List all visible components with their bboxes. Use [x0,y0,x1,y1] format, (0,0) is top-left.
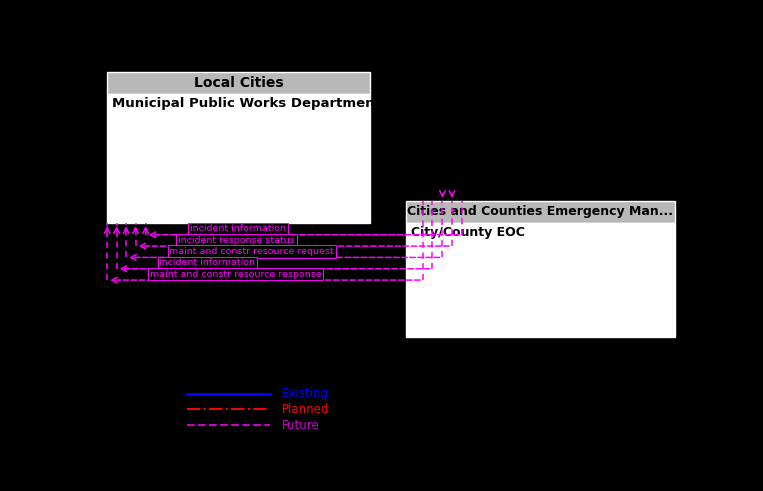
Text: Cities and Counties Emergency Man...: Cities and Counties Emergency Man... [407,205,673,218]
Text: incident information: incident information [159,258,256,267]
Text: incident information: incident information [190,224,286,233]
Bar [107,94,370,223]
Text: Local Cities: Local Cities [194,76,284,90]
Text: Municipal Public Works Department: Municipal Public Works Department [112,97,381,110]
Bar [406,201,675,222]
Text: Existing: Existing [282,387,329,400]
Bar [406,222,675,337]
Bar [107,72,370,94]
Text: maint and constr resource response: maint and constr resource response [150,270,321,278]
Text: maint and constr resource request: maint and constr resource request [169,247,334,256]
Text: incident response status: incident response status [179,236,295,245]
Text: City/County EOC: City/County EOC [410,226,524,239]
Text: Future: Future [282,419,320,432]
Text: Planned: Planned [282,403,329,416]
